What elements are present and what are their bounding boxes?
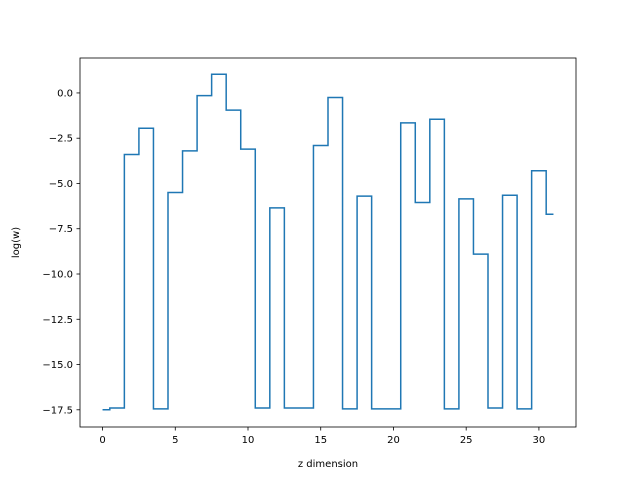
y-axis-label: log(w) <box>11 227 22 258</box>
y-tick-label: −10.0 <box>42 270 73 281</box>
x-tick-label: 10 <box>242 435 255 446</box>
x-axis-ticks: 0 5 10 15 20 25 30 <box>99 427 545 446</box>
x-tick-label: 30 <box>533 435 546 446</box>
x-tick-label: 20 <box>387 435 400 446</box>
y-tick-label: −2.5 <box>49 134 73 145</box>
y-tick-label: −12.5 <box>42 315 73 326</box>
x-tick-label: 5 <box>172 435 178 446</box>
y-tick-label: 0.0 <box>57 88 73 99</box>
y-tick-label: −7.5 <box>49 224 73 235</box>
x-axis-label: z dimension <box>298 459 358 470</box>
plot-area <box>102 73 554 411</box>
x-tick-label: 0 <box>99 435 105 446</box>
axes-frame <box>79 57 577 428</box>
x-tick-label: 25 <box>460 435 473 446</box>
y-tick-label: −15.0 <box>42 360 73 371</box>
x-tick-label: 15 <box>314 435 327 446</box>
y-tick-label: −5.0 <box>49 179 73 190</box>
series-line-0 <box>102 73 554 411</box>
y-tick-label: −17.5 <box>42 405 73 416</box>
y-axis-ticks: 0.0 −2.5 −5.0 −7.5 −10.0 −12.5 −15.0 −17.5 <box>42 88 80 416</box>
